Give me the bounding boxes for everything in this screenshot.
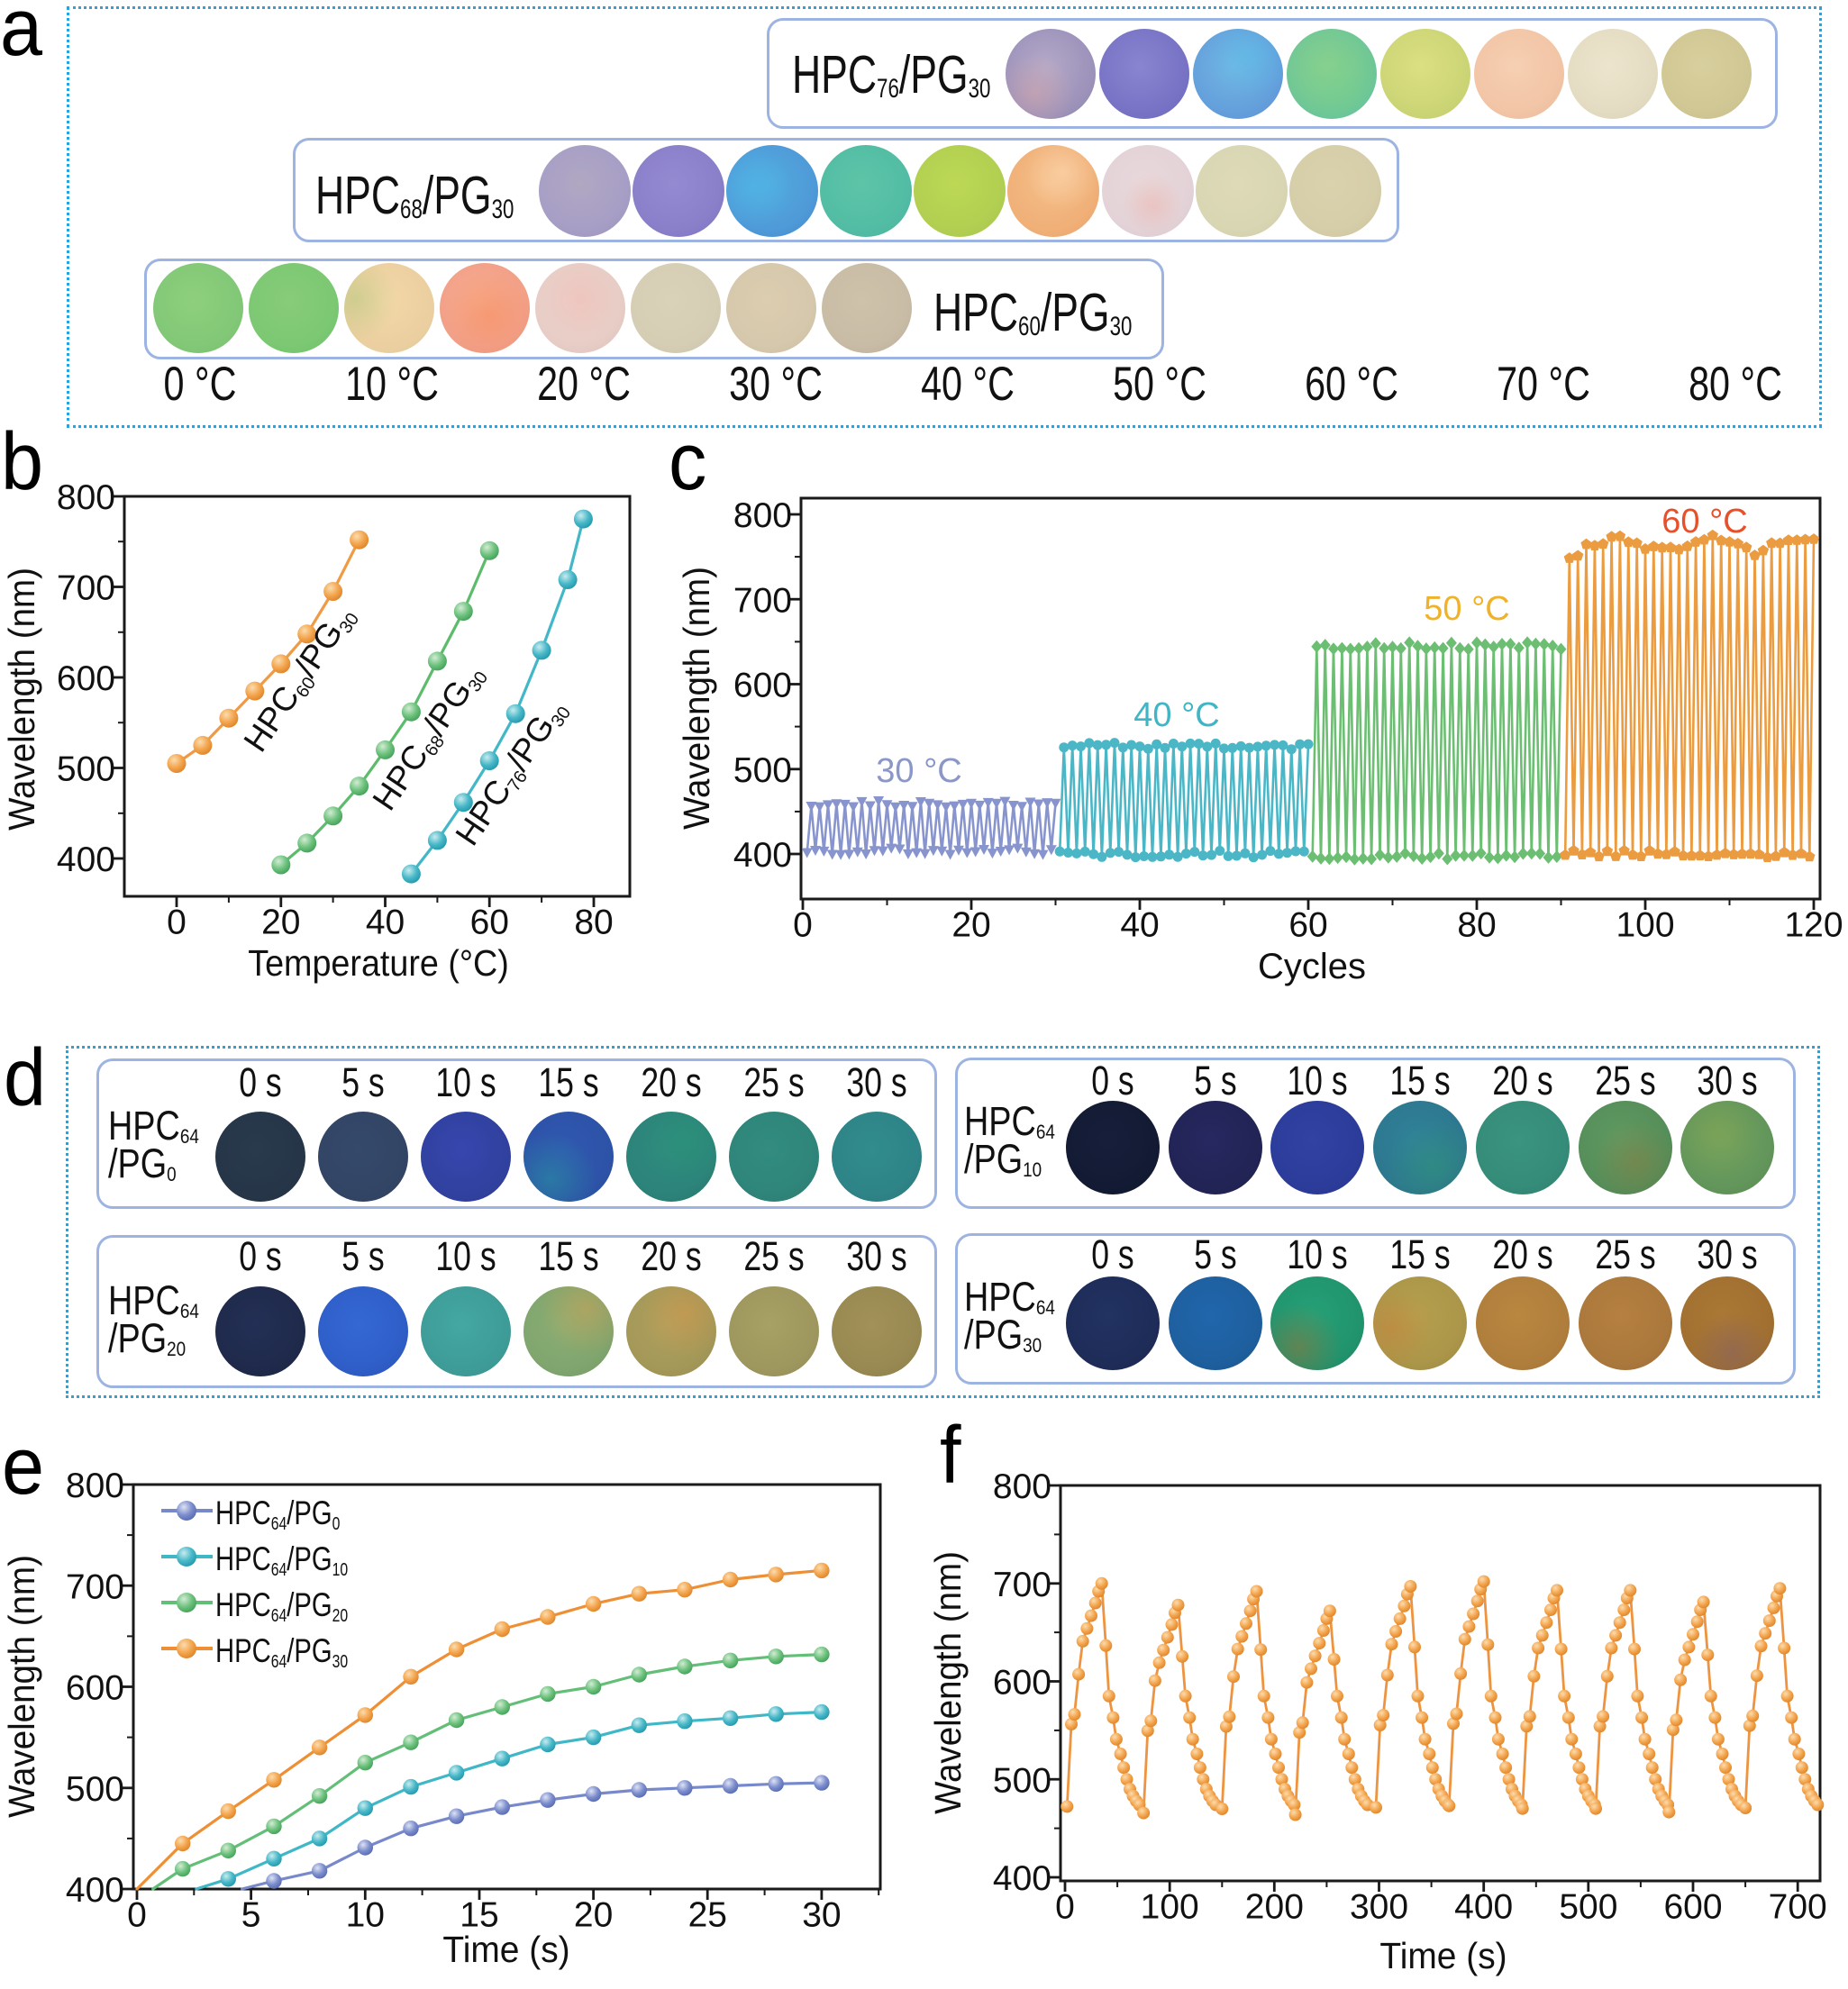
svg-text:25: 25 [688,1896,727,1935]
svg-text:500: 500 [1559,1888,1617,1927]
svg-text:600: 600 [57,659,115,698]
svg-text:40: 40 [1120,906,1159,945]
svg-text:300: 300 [1350,1888,1408,1927]
svg-text:5: 5 [241,1896,261,1935]
svg-text:800: 800 [57,478,115,517]
svg-text:800: 800 [733,496,792,535]
svg-text:600: 600 [993,1664,1051,1703]
svg-text:40 °C: 40 °C [1133,696,1219,734]
svg-text:20: 20 [951,906,990,945]
svg-text:Time (s): Time (s) [442,1930,569,1970]
svg-text:HPC64​/PG10​: HPC64​/PG10​ [215,1541,348,1580]
svg-text:HPC64​/PG30​: HPC64​/PG30​ [215,1633,348,1672]
svg-text:80: 80 [574,904,613,942]
svg-text:Temperature (°C): Temperature (°C) [248,943,509,985]
svg-text:Cycles: Cycles [1258,947,1366,986]
svg-text:Wavelength (nm): Wavelength (nm) [2,1555,42,1818]
svg-text:500: 500 [57,750,115,789]
svg-text:60: 60 [470,904,509,942]
svg-text:10: 10 [346,1896,385,1935]
svg-text:200: 200 [1245,1888,1304,1927]
svg-text:600: 600 [733,667,792,705]
svg-text:HPC64​/PG0​: HPC64​/PG0​ [215,1495,340,1534]
svg-text:400: 400 [57,840,115,879]
svg-text:700: 700 [993,1566,1051,1604]
svg-text:20: 20 [261,904,300,942]
svg-text:400: 400 [66,1871,124,1910]
svg-text:100: 100 [1141,1888,1199,1927]
svg-text:0: 0 [167,904,187,942]
svg-text:20: 20 [574,1896,613,1935]
svg-text:30 °C: 30 °C [876,752,961,790]
svg-text:HPC64​/PG20​: HPC64​/PG20​ [215,1587,348,1626]
svg-text:500: 500 [66,1770,124,1809]
svg-text:40: 40 [366,904,405,942]
svg-text:700: 700 [66,1567,124,1606]
svg-text:800: 800 [993,1467,1051,1506]
svg-text:600: 600 [66,1669,124,1708]
svg-text:50 °C: 50 °C [1424,590,1509,628]
svg-text:0: 0 [793,906,813,945]
svg-text:0: 0 [127,1896,147,1935]
svg-text:60: 60 [1288,906,1327,945]
svg-text:700: 700 [57,569,115,608]
svg-text:80: 80 [1457,906,1496,945]
svg-text:Wavelength (nm): Wavelength (nm) [2,568,42,831]
svg-text:Time (s): Time (s) [1379,1936,1507,1976]
svg-text:400: 400 [1454,1888,1513,1927]
svg-text:600: 600 [1663,1888,1722,1927]
svg-text:100: 100 [1616,906,1674,945]
svg-text:120: 120 [1784,906,1843,945]
svg-text:0: 0 [1055,1888,1075,1927]
svg-text:700: 700 [733,581,792,620]
svg-text:30: 30 [802,1896,841,1935]
svg-text:Wavelength (nm): Wavelength (nm) [928,1551,969,1814]
svg-text:400: 400 [993,1859,1051,1898]
svg-text:500: 500 [733,751,792,790]
svg-text:700: 700 [1769,1888,1827,1927]
svg-text:800: 800 [66,1467,124,1505]
svg-text:15: 15 [460,1896,498,1935]
svg-text:Wavelength (nm): Wavelength (nm) [677,567,717,830]
svg-text:400: 400 [733,836,792,875]
svg-text:60 °C: 60 °C [1661,503,1747,540]
svg-text:500: 500 [993,1761,1051,1800]
